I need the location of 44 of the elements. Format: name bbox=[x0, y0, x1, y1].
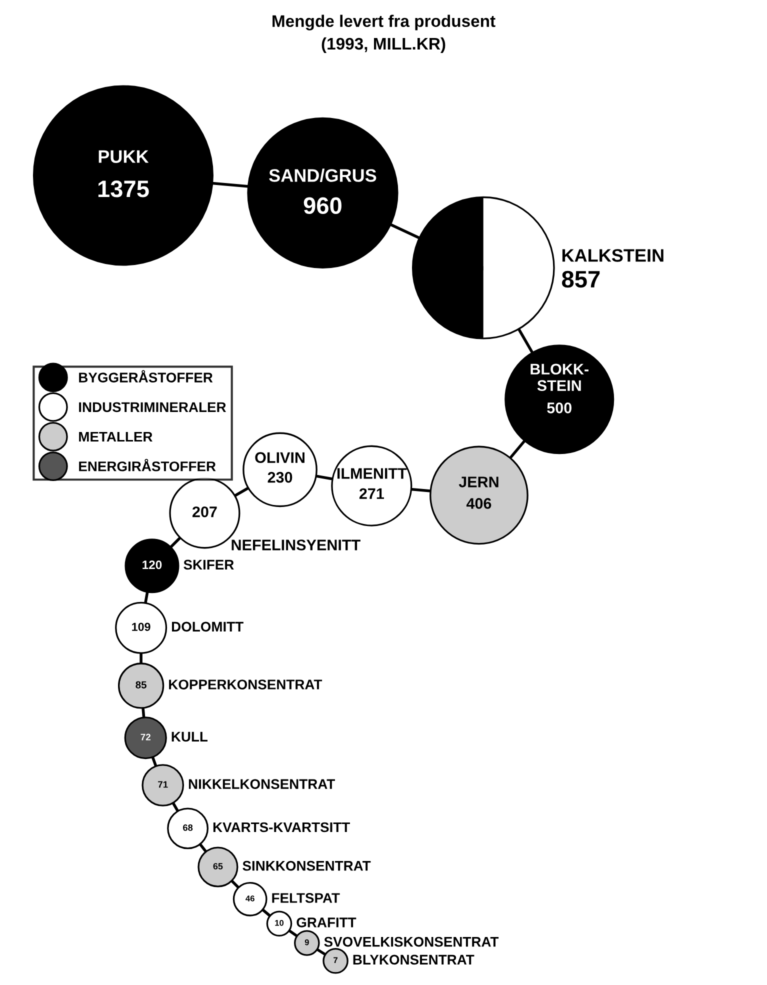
data-label: 857 bbox=[562, 270, 600, 288]
category-label: NEFELINSYENITT bbox=[232, 540, 360, 550]
legend-label: METALLER bbox=[79, 432, 152, 442]
data-label: 207 bbox=[192, 506, 217, 518]
category-label: ILMENITT bbox=[337, 468, 407, 479]
category-label: SKIFER bbox=[184, 560, 234, 570]
legend-label: BYGGERÅSTOFFER bbox=[79, 370, 213, 382]
data-label: 120 bbox=[142, 560, 162, 570]
data-label: 65 bbox=[213, 863, 223, 870]
legend-label: ENERGIRÅSTOFFER bbox=[79, 458, 216, 472]
category-label: KOPPERKONSENTRAT bbox=[169, 680, 322, 690]
data-label: 406 bbox=[466, 498, 492, 509]
data-label: 9 bbox=[304, 939, 309, 946]
data-label: 72 bbox=[140, 734, 150, 740]
category-label: BLOKK- STEIN bbox=[530, 364, 588, 391]
category-label: KVARTS-KVARTSITT bbox=[213, 822, 350, 832]
data-label: 271 bbox=[359, 488, 384, 499]
category-label: KALKSTEIN bbox=[562, 249, 664, 262]
category-label: PUKK bbox=[98, 150, 149, 163]
category-label: BLYKONSENTRAT bbox=[353, 954, 474, 965]
category-label: JERN bbox=[458, 476, 498, 488]
data-label: 109 bbox=[132, 622, 150, 631]
category-label: GRAFITT bbox=[296, 918, 356, 928]
category-label: NIKKELKONSENTRAT bbox=[188, 779, 335, 789]
category-label: OLIVIN bbox=[255, 452, 304, 464]
data-label: 85 bbox=[136, 681, 146, 688]
data-label: 1375 bbox=[98, 180, 149, 198]
data-label: 10 bbox=[275, 920, 284, 926]
category-label: FELTSPAT bbox=[272, 893, 340, 903]
category-label: KULL bbox=[172, 732, 208, 742]
category-label: SAND/GRUS bbox=[269, 168, 376, 182]
category-label: SINKKONSENTRAT bbox=[242, 860, 371, 871]
data-label: 960 bbox=[304, 197, 342, 214]
data-label: 71 bbox=[158, 781, 168, 788]
legend-label: INDUSTRIMINERALER bbox=[79, 402, 226, 412]
category-label: DOLOMITT bbox=[172, 622, 244, 632]
category-label: SVOVELKISKONSENTRAT bbox=[324, 936, 499, 947]
text: (1993, MILL.KR) bbox=[322, 37, 446, 53]
data-label: 500 bbox=[547, 402, 572, 414]
data-label: 7 bbox=[334, 957, 338, 964]
data-label: 68 bbox=[183, 824, 193, 831]
data-label: 46 bbox=[246, 895, 254, 902]
data-label: 230 bbox=[268, 472, 292, 483]
text: Mengde levert fra produsent bbox=[272, 14, 496, 30]
